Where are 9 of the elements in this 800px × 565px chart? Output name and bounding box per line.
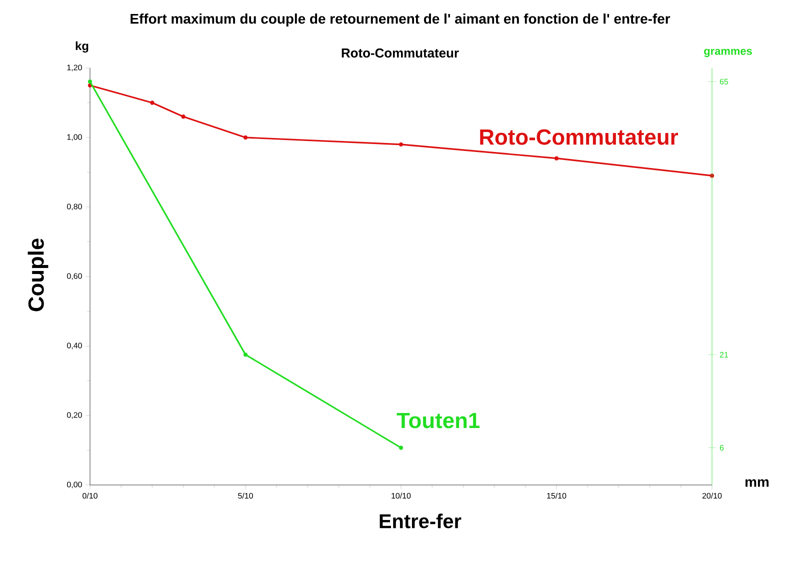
text: mm	[746, 479, 769, 487]
x-axis-title: Entre-fer	[380, 514, 462, 528]
y2-axis-title: grammes	[704, 48, 752, 58]
series-label: Touten1	[396, 412, 480, 428]
y-axis-title: Couple	[28, 238, 48, 312]
text: kg	[76, 41, 88, 53]
chart-title: Effort maximum du couple de retournement de l' aimant en fonction de l' entre-fer	[130, 13, 670, 26]
chart-subtitle: Roto-Commutateur	[342, 48, 459, 58]
series-label: Roto-Commutateur	[480, 129, 678, 145]
